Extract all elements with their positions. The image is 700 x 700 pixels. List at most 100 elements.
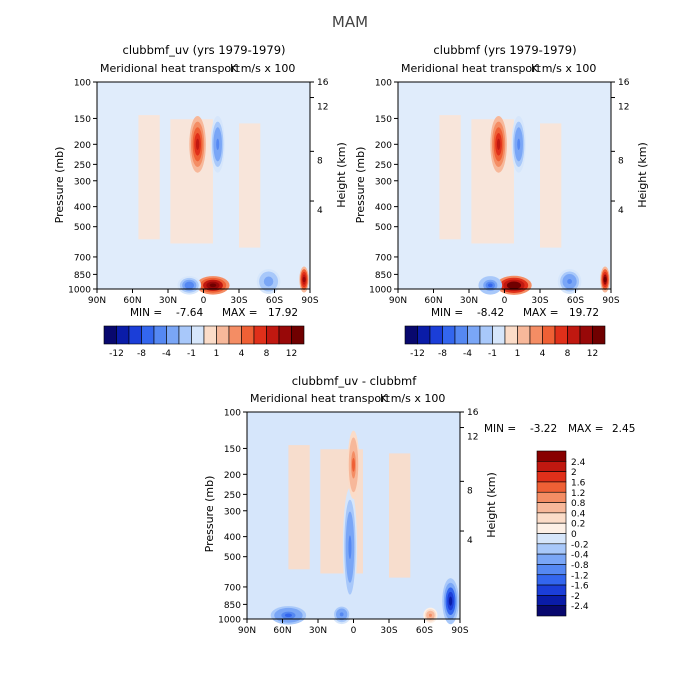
panel-3-ylabel: Pressure (mb)	[203, 476, 216, 553]
panel-2-min-label: MIN =	[431, 307, 463, 319]
panel-3-ytick-label: 100	[224, 409, 241, 419]
panel-3-equatorial-blue-column	[348, 535, 352, 560]
panel-3-max-value: 2.45	[612, 423, 635, 435]
panel-1-field-streak	[138, 115, 160, 240]
panel-2: clubbmf (yrs 1979-1979) Meridional heat …	[354, 43, 649, 359]
panel-1-ytick-label: 1000	[68, 286, 91, 296]
panel-3-min-value: -3.22	[530, 423, 557, 435]
panel-3-colorbar-tick: 1.6	[571, 478, 586, 488]
panel-1-max-label: MAX =	[222, 307, 258, 319]
panel-2-colorbar-tick: 1	[515, 349, 521, 359]
panel-1-xtick-label: 30S	[230, 296, 247, 306]
panel-1-htick-label: 16	[317, 78, 329, 88]
panel-2-colorbar-swatch	[504, 325, 518, 345]
panel-1-colorbar-swatch	[266, 325, 280, 345]
panel-3-colorbar-swatch	[536, 543, 567, 555]
panel-1-colorbar-swatch	[141, 325, 155, 345]
panel-1-xtick-label: 60N	[123, 296, 141, 306]
panel-2-min-value: -8.42	[477, 307, 504, 319]
panel-3-colorbar-swatch	[536, 512, 567, 524]
panel-2-xtick-label: 30S	[531, 296, 548, 306]
panel-1-xtick-label: 90N	[88, 296, 106, 306]
panel-3-xtick-label: 0	[351, 626, 357, 636]
panel-1-colorbar-tick: -8	[137, 349, 146, 359]
panel-3-colorbar-swatch	[536, 461, 567, 472]
panel-3-colorbar-swatch	[536, 584, 567, 596]
panel-1-upper-red-lobe	[195, 138, 200, 150]
panel-1: clubbmf_uv (yrs 1979-1979) Meridional he…	[53, 43, 348, 359]
panel-3: clubbmf_uv - clubbmf Meridional heat tra…	[203, 374, 635, 636]
panel-3-colorbar-tick: -0.8	[571, 561, 589, 571]
panel-2-surface-blue-lobe	[487, 283, 493, 288]
panel-2-subtitle: Meridional heat transport	[401, 62, 542, 75]
panel-2-xtick-label: 60S	[567, 296, 584, 306]
panel-1-title: clubbmf_uv (yrs 1979-1979)	[123, 43, 286, 57]
panel-3-min-label: MIN =	[484, 423, 516, 435]
panel-3-ytick-label: 500	[224, 553, 241, 563]
panel-3-surface-blue-eq	[339, 612, 344, 617]
panel-2-ytick-label: 150	[375, 115, 392, 125]
panel-2-colorbar-swatch	[479, 325, 493, 345]
panel-3-colorbar-tick: -2	[571, 592, 580, 602]
panel-2-ytick-label: 300	[375, 177, 392, 187]
panel-3-colorbar-swatch	[536, 502, 567, 514]
panel-1-colorbar-tick: -1	[187, 349, 196, 359]
panel-1-ytick-label: 500	[74, 223, 91, 233]
panel-3-colorbar-tick: -1.2	[571, 571, 589, 581]
panel-3-xtick-label: 30N	[309, 626, 327, 636]
panel-2-colorbar-swatch	[529, 325, 543, 345]
panel-3-field-streak	[389, 453, 411, 578]
panel-2-ytick-label: 850	[375, 271, 392, 281]
panel-2-ytick-label: 250	[375, 161, 392, 171]
panel-3-ytick-label: 1000	[218, 616, 241, 626]
panel-2-max-label: MAX =	[523, 307, 559, 319]
panel-3-colorbar-tick: 0	[571, 530, 577, 540]
panel-2-colorbar-swatch	[592, 325, 606, 345]
panel-1-ytick-label: 100	[74, 79, 91, 89]
panel-3-colorbar-swatch	[536, 481, 567, 493]
panel-2-colorbar: -12 -8 -4 -1 1 4 8 12	[404, 325, 606, 359]
panel-3-colorbar: 2.421.61.20.80.40.20-0.2-0.4-0.8-1.2-1.6…	[536, 450, 589, 617]
panel-2-field-streak	[540, 123, 562, 248]
panel-3-ytick-label: 250	[224, 491, 241, 501]
panel-2-max-value: 19.72	[569, 307, 599, 319]
panel-1-xtick-label: 0	[201, 296, 207, 306]
panel-3-colorbar-swatch	[536, 533, 567, 545]
panel-2-colorbar-tick: -1	[488, 349, 497, 359]
panel-1-colorbar-swatch	[166, 325, 180, 345]
panel-2-upper-red-lobe	[496, 138, 501, 150]
panel-1-xtick-label: 30N	[159, 296, 177, 306]
panel-3-ytick-label: 150	[224, 445, 241, 455]
panel-2-htick-label: 16	[618, 78, 630, 88]
panel-2-colorbar-swatch	[467, 325, 481, 345]
panel-1-colorbar-tick: 1	[214, 349, 220, 359]
panel-3-colorbar-tick: 0.8	[571, 499, 586, 509]
panel-1-ytick-label: 250	[74, 161, 91, 171]
panel-3-colorbar-swatch	[536, 574, 567, 586]
panel-3-colorbar-swatch	[536, 564, 567, 576]
panel-2-ytick-label: 100	[375, 79, 392, 89]
panel-3-ylabel-right: Height (km)	[485, 472, 498, 538]
panel-3-colorbar-tick: 0.2	[571, 520, 585, 530]
panel-2-colorbar-swatch	[517, 325, 531, 345]
panel-1-ytick-label: 700	[74, 253, 91, 263]
panel-2-title: clubbmf (yrs 1979-1979)	[433, 43, 576, 57]
panel-1-colorbar-tick: -12	[109, 349, 124, 359]
panel-3-colorbar-tick: 1.2	[571, 489, 585, 499]
panel-2-ytick-label: 1000	[369, 286, 392, 296]
panel-2-xtick-label: 0	[502, 296, 508, 306]
panel-1-htick-label: 8	[317, 156, 323, 166]
panel-3-subtitle: Meridional heat transport	[250, 392, 391, 405]
panel-1-surface-blue-south	[266, 279, 271, 284]
panel-2-colorbar-swatch	[554, 325, 568, 345]
panel-2-units: K m/s x 100	[531, 62, 596, 75]
panel-1-ytick-label: 400	[74, 203, 91, 213]
panel-1-colorbar-swatch	[278, 325, 292, 345]
panel-3-upper-red-lobe	[352, 458, 355, 472]
panel-1-units: K m/s x 100	[230, 62, 295, 75]
panel-1-ytick-label: 200	[74, 141, 91, 151]
panel-1-colorbar-swatch	[153, 325, 167, 345]
panel-3-ytick-label: 200	[224, 471, 241, 481]
panel-3-xtick-label: 60S	[416, 626, 433, 636]
